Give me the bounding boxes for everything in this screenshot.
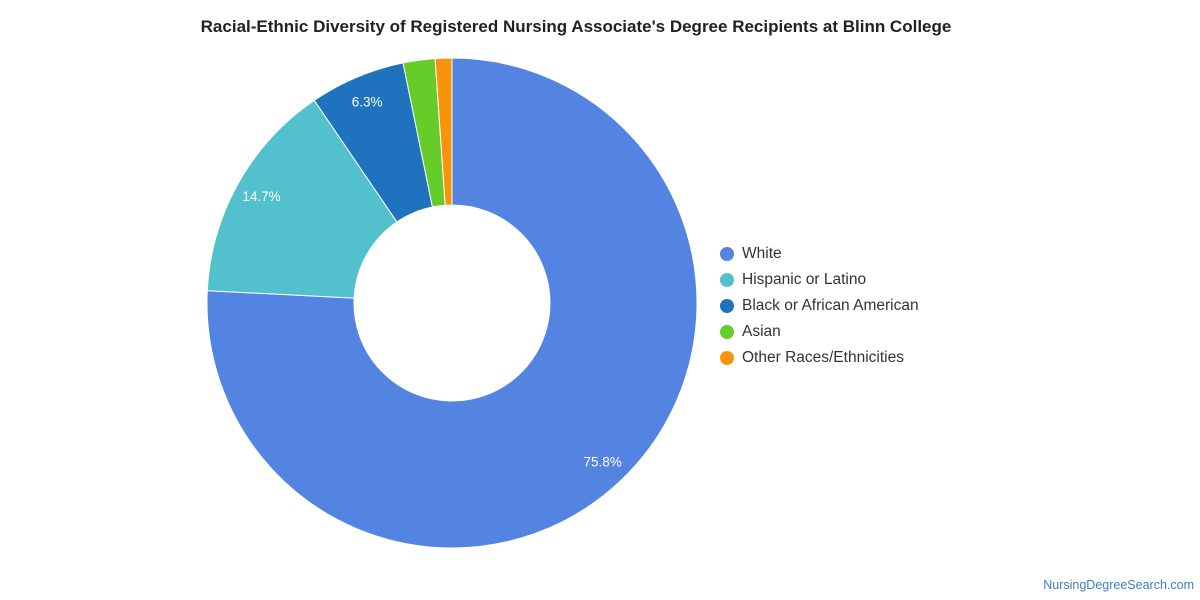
legend-swatch [720,325,734,339]
legend-label: Hispanic or Latino [742,271,867,288]
slice-other-races-ethnicities[interactable] [434,57,453,206]
slice-label: 14.7% [242,189,280,204]
legend-item[interactable]: Asian [720,319,919,345]
chart-title: Racial-Ethnic Diversity of Registered Nu… [200,17,952,36]
legend-label: Other Races/Ethnicities [742,349,904,366]
legend-item[interactable]: Hispanic or Latino [720,267,919,293]
watermark[interactable]: NursingDegreeSearch.com [1043,578,1194,592]
legend: White Hispanic or Latino Black or African … [720,241,919,371]
legend-label: Black or African American [742,297,919,314]
slice-hispanic-or-latino[interactable] [206,99,398,299]
slice-label: 6.3% [352,95,383,110]
legend-swatch [720,351,734,365]
legend-swatch [720,273,734,287]
legend-item[interactable]: Black or African American [720,293,919,319]
legend-item[interactable]: White [720,241,919,267]
legend-swatch [720,247,734,261]
slice-label: 75.8% [583,454,621,469]
legend-label: White [742,245,782,262]
legend-label: Asian [742,323,781,340]
legend-swatch [720,299,734,313]
slice-white[interactable] [206,57,698,549]
legend-item[interactable]: Other Races/Ethnicities [720,345,919,371]
